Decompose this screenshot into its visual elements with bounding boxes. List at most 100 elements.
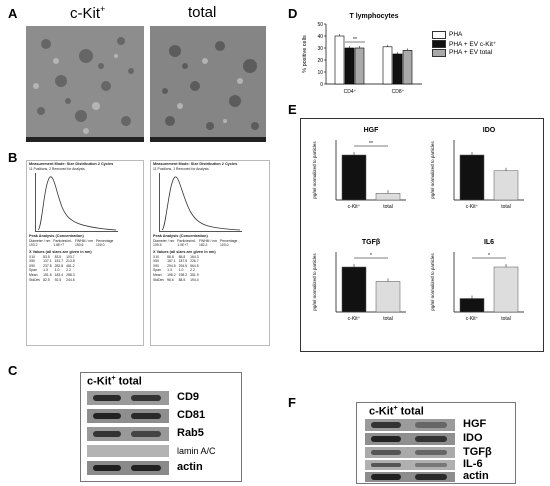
nta-row: Span 1.3 1.0 2.2 bbox=[29, 268, 71, 273]
chart-title: HGF bbox=[364, 127, 380, 134]
x-tick-label: total bbox=[501, 204, 510, 210]
bar bbox=[334, 35, 345, 85]
blot-strip bbox=[87, 445, 169, 457]
blot-strip bbox=[87, 427, 169, 441]
blot-strip bbox=[87, 409, 169, 423]
nta-row: Mean 151.6 183.4 288.3 bbox=[29, 272, 75, 277]
nta-peak-title: Peak Analysis (Concentration) bbox=[153, 234, 208, 239]
chart-ido: IDO pg/ml normalized to particles c-Kit⁺ to… bbox=[430, 127, 524, 210]
nta-row: StdDev 82.5 92.5 244.5 bbox=[29, 277, 75, 282]
bar bbox=[375, 193, 401, 201]
y-tick-label: 20 bbox=[317, 58, 323, 64]
nta-curve bbox=[161, 176, 241, 231]
nta-report-ckit: Measurement Mode: Size Distribution 2 Cy… bbox=[26, 160, 144, 346]
chart-title: IL6 bbox=[484, 239, 494, 246]
panel-label-a: A bbox=[8, 6, 18, 21]
nta-row: X50 187.1 187.5 226.7 bbox=[153, 259, 199, 264]
significance-marker: ** bbox=[369, 141, 373, 147]
x-tick-label: c-Kit⁺ bbox=[348, 316, 361, 322]
significance-marker: ** bbox=[353, 37, 357, 43]
legend-item: PHA + EV total bbox=[432, 48, 496, 57]
bar bbox=[459, 298, 485, 313]
blot-label: Rab5 bbox=[177, 427, 204, 439]
x-tick-label: c-Kit⁺ bbox=[466, 204, 479, 210]
bar bbox=[341, 154, 367, 201]
chart-title: TGFβ bbox=[362, 239, 381, 246]
panel-e-frame bbox=[300, 118, 544, 352]
x-tick-label: c-Kit⁺ bbox=[466, 316, 479, 322]
blot-header: c-Kit+ total bbox=[87, 375, 142, 388]
em-scalebar-ckit bbox=[26, 137, 144, 142]
blot-label: actin bbox=[177, 461, 203, 473]
panel-label-d: D bbox=[288, 6, 298, 21]
x-tick-label: CD8⁺ bbox=[392, 89, 405, 95]
x-tick-label: total bbox=[501, 316, 510, 322]
blot-header: c-Kit+ total bbox=[369, 405, 424, 418]
nta-distribution-plot bbox=[159, 173, 242, 233]
legend-swatch bbox=[432, 48, 446, 57]
blot-label: IL-6 bbox=[463, 458, 483, 470]
blot-label: CD9 bbox=[177, 391, 200, 403]
legend-d: PHA PHA + EV c-Kit⁺ PHA + EV total bbox=[432, 30, 496, 57]
blot-strip bbox=[87, 391, 169, 405]
blot-label: actin bbox=[463, 470, 489, 482]
blot-strip bbox=[365, 460, 455, 470]
western-blot-c: c-Kit+ total CD9 CD81 Rab5 lamin A/C act… bbox=[80, 372, 242, 482]
nta-peak-title: Peak Analysis (Concentration) bbox=[29, 234, 84, 239]
nta-xvals-title: X Values (all sizes are given in nm) bbox=[153, 249, 216, 254]
em-image-total bbox=[150, 26, 266, 142]
nta-row: Mean 198.2 198.2 351.9 bbox=[153, 272, 199, 277]
nta-xvals-table: X10 83.5 83.5 103.7 X50 137.1 151.7 213.8 X90 237… bbox=[29, 255, 78, 283]
bar bbox=[392, 53, 403, 85]
nta-curve bbox=[37, 176, 117, 231]
chart-tgfb: TGFβ pg/ml normalized to particles c-Kit⁺ t… bbox=[312, 239, 406, 322]
bar bbox=[493, 170, 519, 201]
nta-mode: Measurement Mode: Size Distribution 2 Cy… bbox=[153, 162, 238, 166]
nta-row: Span 1.3 1.0 2.2 bbox=[153, 268, 195, 273]
em-image-ckit bbox=[26, 26, 144, 142]
blot-label: IDO bbox=[463, 432, 483, 444]
y-axis-label: pg/ml normalized to particles bbox=[430, 141, 435, 199]
y-axis-label: pg/ml normalized to particles bbox=[312, 253, 317, 311]
nta-mode: Measurement Mode: Size Distribution 2 Cy… bbox=[29, 162, 114, 166]
bar bbox=[402, 50, 413, 85]
chart-t-lymphocytes: T lymphocytes % positive cells 0 10 20 30 40 50… bbox=[302, 13, 422, 95]
blot-strip bbox=[87, 461, 169, 475]
y-tick-label: 0 bbox=[320, 82, 323, 88]
bar bbox=[341, 266, 367, 313]
chart-title: IDO bbox=[483, 127, 496, 134]
x-tick-label: c-Kit⁺ bbox=[348, 204, 361, 210]
nta-particles: 11 Positions, 1 Removed for Analysis bbox=[153, 166, 209, 171]
chart-title: T lymphocytes bbox=[349, 13, 398, 20]
chart-hgf: HGF pg/ml normalized to particles c-Kit⁺ to… bbox=[312, 127, 406, 210]
y-tick-label: 30 bbox=[317, 46, 323, 52]
x-tick-label: total bbox=[383, 316, 392, 322]
y-axis-label: pg/ml normalized to particles bbox=[430, 253, 435, 311]
blot-strip bbox=[365, 447, 455, 458]
em-texture-ckit bbox=[26, 26, 144, 142]
y-axis-label: % positive cells bbox=[302, 35, 308, 73]
em-title-ckit: c-Kit+ bbox=[70, 4, 106, 22]
em-title-total: total bbox=[188, 4, 217, 21]
significance-marker: * bbox=[488, 253, 490, 259]
nta-row: X10 83.5 83.5 103.7 bbox=[29, 254, 75, 259]
panel-label-b: B bbox=[8, 150, 18, 165]
x-tick-label: total bbox=[383, 204, 392, 210]
blot-label: HGF bbox=[463, 418, 487, 430]
significance-marker: * bbox=[370, 253, 372, 259]
legend-swatch bbox=[432, 39, 446, 48]
legend-item: PHA + EV c-Kit⁺ bbox=[432, 39, 496, 48]
blot-label: TGFβ bbox=[463, 446, 492, 458]
nta-row: X50 137.1 151.7 213.8 bbox=[29, 259, 75, 264]
nta-particles: 11 Positions, 2 Removed for Analysis bbox=[29, 166, 85, 171]
nta-row: X10 88.8 88.8 164.3 bbox=[153, 254, 199, 259]
blot-label: CD81 bbox=[177, 409, 206, 421]
bar bbox=[493, 266, 519, 313]
bar bbox=[354, 47, 365, 85]
panel-label-c: C bbox=[8, 363, 18, 378]
nta-row: StdDev 98.6 88.5 194.4 bbox=[153, 277, 199, 282]
bar bbox=[375, 281, 401, 313]
nta-distribution-plot bbox=[35, 173, 118, 233]
y-axis-label: pg/ml normalized to particles bbox=[312, 141, 317, 199]
bar bbox=[382, 46, 393, 85]
